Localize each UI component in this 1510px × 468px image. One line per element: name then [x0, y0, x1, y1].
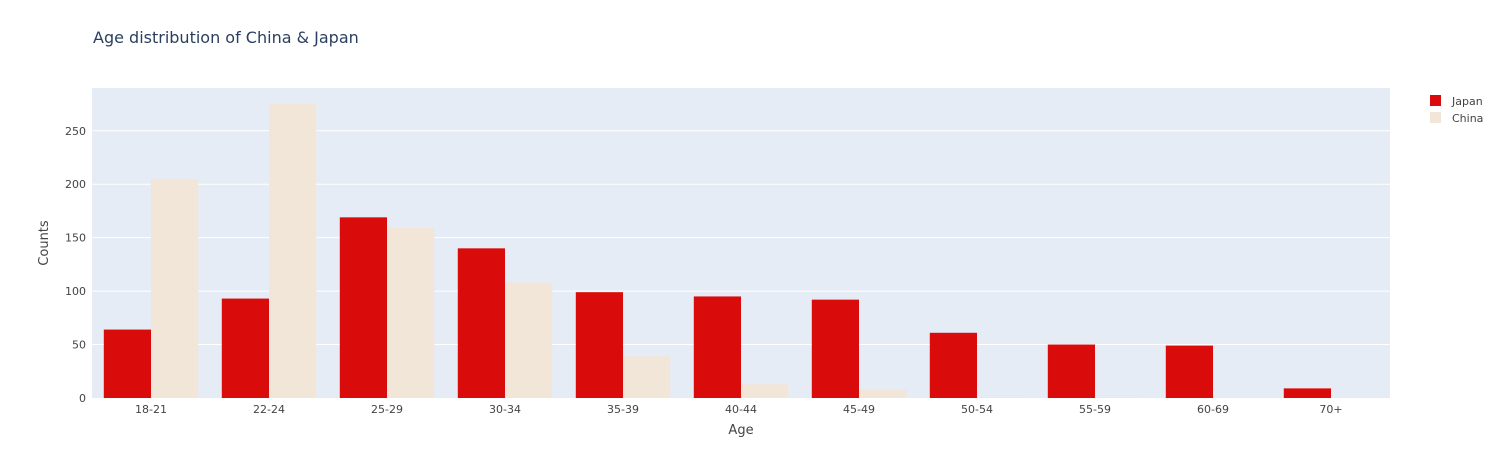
bar-japan-50-54 [929, 332, 977, 398]
x-tick-label: 35-39 [607, 403, 639, 416]
bar-japan-18-21 [103, 329, 151, 398]
y-tick-label: 100 [65, 285, 86, 298]
bar-japan-40-44 [693, 296, 741, 398]
x-tick-label: 50-54 [961, 403, 993, 416]
x-tick-label: 55-59 [1079, 403, 1111, 416]
bar-china-50-54 [977, 396, 1025, 398]
bar-china-40-44 [741, 384, 789, 398]
legend: Japan China [1430, 95, 1483, 125]
bar-japan-22-24 [221, 298, 269, 398]
y-tick-label: 200 [65, 178, 86, 191]
bars [103, 104, 1331, 398]
chart-title: Age distribution of China & Japan [93, 28, 359, 47]
x-axis-ticks: 18-21 22-24 25-29 30-34 35-39 40-44 45-49 50-54… [135, 403, 1343, 416]
x-tick-label: 18-21 [135, 403, 167, 416]
x-tick-label: 22-24 [253, 403, 285, 416]
bar-japan-45-49 [811, 299, 859, 398]
y-tick-label: 50 [72, 339, 86, 352]
bar-japan-25-29 [339, 217, 387, 398]
bar-china-35-39 [623, 356, 671, 398]
y-tick-label: 150 [65, 232, 86, 245]
legend-label-china: China [1452, 112, 1483, 125]
bar-japan-55-59 [1047, 344, 1095, 398]
y-axis-title: Counts [37, 220, 52, 266]
bar-china-45-49 [859, 389, 907, 398]
y-tick-label: 250 [65, 125, 86, 138]
y-tick-label: 0 [79, 392, 86, 405]
x-tick-label: 70+ [1319, 403, 1342, 416]
x-tick-label: 25-29 [371, 403, 403, 416]
bar-japan-70+ [1283, 388, 1331, 398]
bar-china-18-21 [151, 178, 199, 398]
x-tick-label: 40-44 [725, 403, 757, 416]
bar-china-55-59 [1095, 396, 1143, 398]
x-axis-title: Age [728, 423, 753, 438]
bar-china-30-34 [505, 282, 553, 398]
legend-label-japan: Japan [1451, 95, 1483, 108]
bar-china-22-24 [269, 104, 317, 398]
bar-china-25-29 [387, 228, 435, 398]
bar-japan-30-34 [457, 248, 505, 398]
x-tick-label: 30-34 [489, 403, 521, 416]
bar-japan-60-69 [1165, 345, 1213, 398]
legend-swatch-china [1430, 112, 1441, 123]
x-tick-label: 45-49 [843, 403, 875, 416]
legend-swatch-japan [1430, 95, 1441, 106]
bar-japan-35-39 [575, 292, 623, 398]
x-tick-label: 60-69 [1197, 403, 1229, 416]
y-axis-ticks: 0 50 100 150 200 250 [65, 125, 86, 405]
